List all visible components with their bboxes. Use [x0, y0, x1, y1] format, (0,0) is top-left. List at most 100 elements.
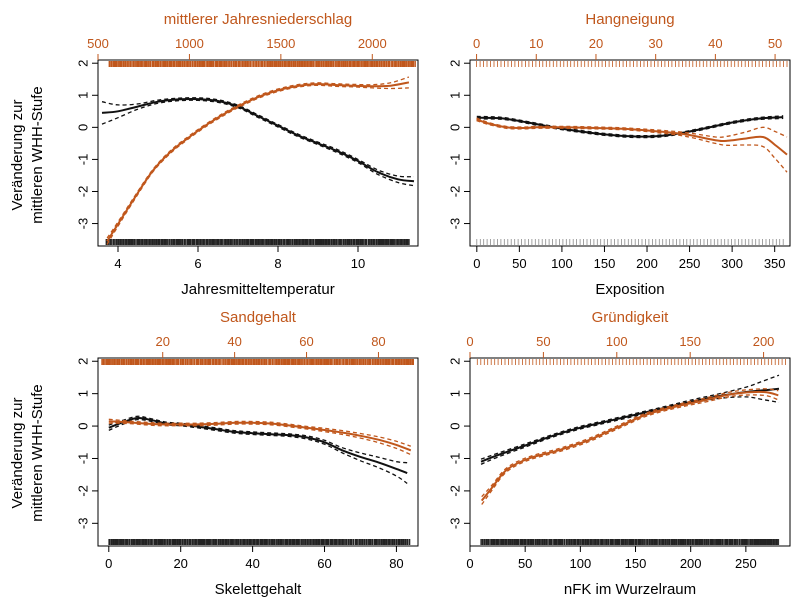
- y-tick-label: 0: [447, 422, 462, 429]
- series-lower-bound: [101, 99, 415, 187]
- y-tick-label: 0: [447, 124, 462, 131]
- top-x-tick-label: 200: [753, 334, 775, 349]
- x-axis-title: Exposition: [595, 281, 664, 298]
- panel-nfk-im-wurzelraum: -3 -2 -1 0 1 2 0 50 100 150 200 250 0 50 100 150 200 nFK …: [447, 309, 791, 598]
- series-line: [108, 420, 412, 452]
- x-tick-label: 50: [512, 256, 526, 271]
- y-tick-label: -1: [447, 453, 462, 465]
- series-lower-bound: [108, 418, 408, 484]
- y-tick-label: 2: [447, 358, 462, 365]
- x-tick-label: 250: [679, 256, 701, 271]
- x-tick-label: 0: [105, 556, 112, 571]
- x-tick-label: 4: [114, 256, 121, 271]
- top-x-tick-label: 50: [768, 36, 782, 51]
- x-tick-label: 6: [194, 256, 201, 271]
- y-tick-label: -2: [75, 186, 90, 198]
- top-x-tick-label: 30: [648, 36, 662, 51]
- top-x-tick-label: 500: [87, 36, 109, 51]
- y-tick-label: -1: [75, 154, 90, 166]
- top-axis-title: Hangneigung: [585, 11, 674, 28]
- x-tick-label: 100: [551, 256, 573, 271]
- series-upper-bound: [476, 115, 784, 137]
- series-lower-bound: [476, 119, 788, 173]
- shared-ylabel-bottom: Veränderung zur mittleren WHH-Stufe: [9, 384, 46, 522]
- series-lower-bound: [481, 394, 779, 505]
- x-tick-label: 8: [274, 256, 281, 271]
- x-tick-label: 100: [569, 556, 591, 571]
- y-tick-label: -2: [447, 186, 462, 198]
- top-x-tick-label: 0: [473, 36, 480, 51]
- x-tick-label: 300: [721, 256, 743, 271]
- x-tick-label: 10: [351, 256, 365, 271]
- top-x-tick-label: 2000: [358, 36, 387, 51]
- x-axis-title: nFK im Wurzelraum: [564, 581, 696, 598]
- top-x-tick-label: 1500: [266, 36, 295, 51]
- series-upper-bound: [101, 97, 415, 178]
- y-tick-label: 1: [75, 390, 90, 397]
- y-tick-label: -1: [447, 154, 462, 166]
- panel-jahresmitteltemperatur: -3 -2 -1 0 1 2 4 6 8 10 500 1000 1500 2000 Jahresmitte…: [75, 11, 419, 298]
- x-tick-label: 80: [389, 556, 403, 571]
- top-x-tick-label: 0: [466, 334, 473, 349]
- x-axis-title: Skelettgehalt: [215, 581, 303, 598]
- top-x-tick-label: 100: [606, 334, 628, 349]
- series-line: [101, 98, 415, 183]
- plot-frame: [97, 357, 419, 547]
- plot-frame: [469, 357, 791, 547]
- top-x-tick-label: 50: [536, 334, 550, 349]
- x-tick-label: 350: [764, 256, 786, 271]
- top-axis-title: Sandgehalt: [220, 309, 297, 326]
- series-upper-bound: [480, 374, 780, 460]
- y-tick-label: -2: [75, 485, 90, 497]
- series-upper-bound: [108, 418, 412, 447]
- y-tick-label: 2: [447, 60, 462, 67]
- y-tick-label: 2: [75, 358, 90, 365]
- y-tick-label: 0: [75, 124, 90, 131]
- series-line: [476, 116, 784, 138]
- shared-ylabel-top: Veränderung zur mittleren WHH-Stufe: [9, 86, 46, 224]
- top-x-tick-label: 1000: [175, 36, 204, 51]
- series-line: [106, 81, 410, 242]
- series-upper-bound: [481, 388, 779, 498]
- x-tick-label: 0: [473, 256, 480, 271]
- y-tick-label: -3: [447, 518, 462, 530]
- series-upper-bound: [476, 117, 788, 138]
- series-lower-bound: [480, 396, 780, 465]
- x-tick-label: 150: [625, 556, 647, 571]
- y-tick-label: 1: [75, 92, 90, 99]
- top-axis-title: mittlerer Jahresniederschlag: [164, 11, 352, 28]
- ylabel-line-1: Veränderung zur: [9, 398, 26, 509]
- series-lower-bound: [106, 84, 409, 245]
- x-axis-title: Jahresmitteltemperatur: [181, 281, 334, 298]
- y-tick-label: -1: [75, 453, 90, 465]
- top-x-tick-label: 150: [679, 334, 701, 349]
- plot-frame: [469, 59, 791, 247]
- series-line: [108, 416, 408, 475]
- y-tick-label: 1: [447, 92, 462, 99]
- y-tick-label: -2: [447, 485, 462, 497]
- y-tick-label: -3: [447, 218, 462, 230]
- top-x-tick-label: 40: [227, 334, 241, 349]
- series-line: [480, 387, 780, 463]
- x-tick-label: 40: [245, 556, 259, 571]
- series-line: [476, 118, 788, 156]
- ylabel-line-2: mittleren WHH-Stufe: [29, 86, 46, 224]
- y-tick-label: 2: [75, 60, 90, 67]
- series-line: [480, 390, 779, 502]
- ylabel-line-1: Veränderung zur: [9, 100, 26, 211]
- x-tick-label: 20: [173, 556, 187, 571]
- top-x-tick-label: 60: [299, 334, 313, 349]
- x-tick-label: 0: [466, 556, 473, 571]
- x-tick-label: 200: [680, 556, 702, 571]
- top-x-tick-label: 80: [371, 334, 385, 349]
- y-tick-label: -3: [75, 218, 90, 230]
- x-tick-label: 250: [735, 556, 757, 571]
- plot-frame: [97, 59, 419, 247]
- x-tick-label: 60: [317, 556, 331, 571]
- top-x-tick-label: 40: [708, 36, 722, 51]
- top-axis-title: Gründigkeit: [592, 309, 670, 326]
- series-lower-bound: [108, 422, 412, 456]
